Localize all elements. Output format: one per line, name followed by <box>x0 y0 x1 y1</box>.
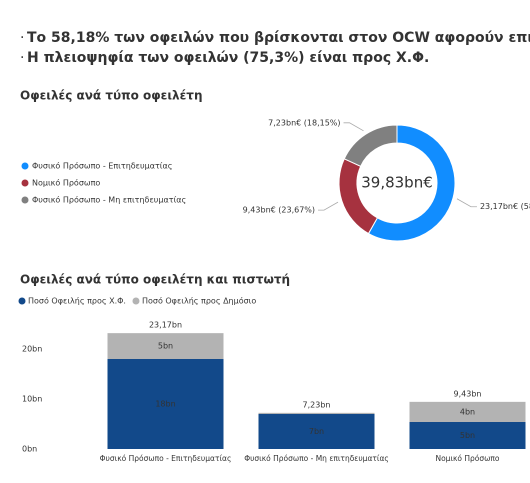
data-label: 9,43bn€ (23,67%) <box>243 206 315 215</box>
bullet-dot: · <box>20 50 24 66</box>
data-label: 7,23bn€ (18,15%) <box>268 118 340 127</box>
x-tick-label: Φυσικό Πρόσωπο - Μη επιτηδευματίας <box>244 454 389 463</box>
leader-line <box>318 201 339 211</box>
bar-segment <box>409 422 526 449</box>
data-label: 18bn <box>155 400 175 409</box>
bar-segment <box>258 414 375 449</box>
legend-marker <box>132 297 140 305</box>
total-label: 23,17bn <box>149 321 182 330</box>
data-label: 5bn <box>460 431 475 440</box>
leader-line <box>456 198 477 208</box>
y-tick-label: 20bn <box>22 345 42 354</box>
total-label: 7,23bn <box>303 400 331 409</box>
data-label: 4bn <box>460 407 475 416</box>
donut-center-label: 39,83bn€ <box>361 174 433 192</box>
legend-marker <box>18 297 26 305</box>
x-tick-label: Φυσικό Πρόσωπο - Επιτηδευματίας <box>100 454 232 463</box>
chart-title: Οφειλές ανά τύπο οφειλέτη και πιστωτή <box>20 273 290 287</box>
bullet: Το 58,18% των οφειλών που βρίσκονται στο… <box>27 30 530 46</box>
legend-label: Ποσό Οφειλής προς Δημόσιο <box>142 296 256 306</box>
total-label: 9,43bn <box>454 389 482 398</box>
data-label: 7bn <box>309 427 324 436</box>
legend-marker <box>21 162 29 170</box>
bullet: Η πλειοψηφία των οφειλών (75,3%) είναι π… <box>27 50 429 66</box>
legend-marker <box>21 179 29 187</box>
legend-label: Ποσό Οφειλής προς Χ.Φ. <box>28 296 126 306</box>
data-label: 5bn <box>158 342 173 351</box>
legend-label: Φυσικό Πρόσωπο - Μη επιτηδευματίας <box>32 195 186 205</box>
leader-line <box>343 122 364 132</box>
legend-label: Φυσικό Πρόσωπο - Επιτηδευματίας <box>32 161 172 171</box>
legend-marker <box>21 196 29 204</box>
donut-slice <box>338 158 379 235</box>
donut-slice <box>367 124 456 242</box>
x-tick-label: Νομικό Πρόσωπο <box>435 454 499 463</box>
chart-title: Οφειλές ανά τύπο οφειλέτη <box>20 89 202 103</box>
legend-label: Νομικό Πρόσωπο <box>32 178 100 188</box>
bullet-dot: · <box>20 30 24 46</box>
bar-segment <box>107 333 224 359</box>
bar-segment <box>107 359 224 449</box>
bar-segment <box>258 412 375 414</box>
bar-segment <box>409 401 526 422</box>
donut-slice <box>343 124 398 167</box>
y-tick-label: 10bn <box>22 395 42 404</box>
data-label: 23,17bn€ (58,18%) <box>480 202 530 211</box>
y-tick-label: 0bn <box>22 445 37 454</box>
